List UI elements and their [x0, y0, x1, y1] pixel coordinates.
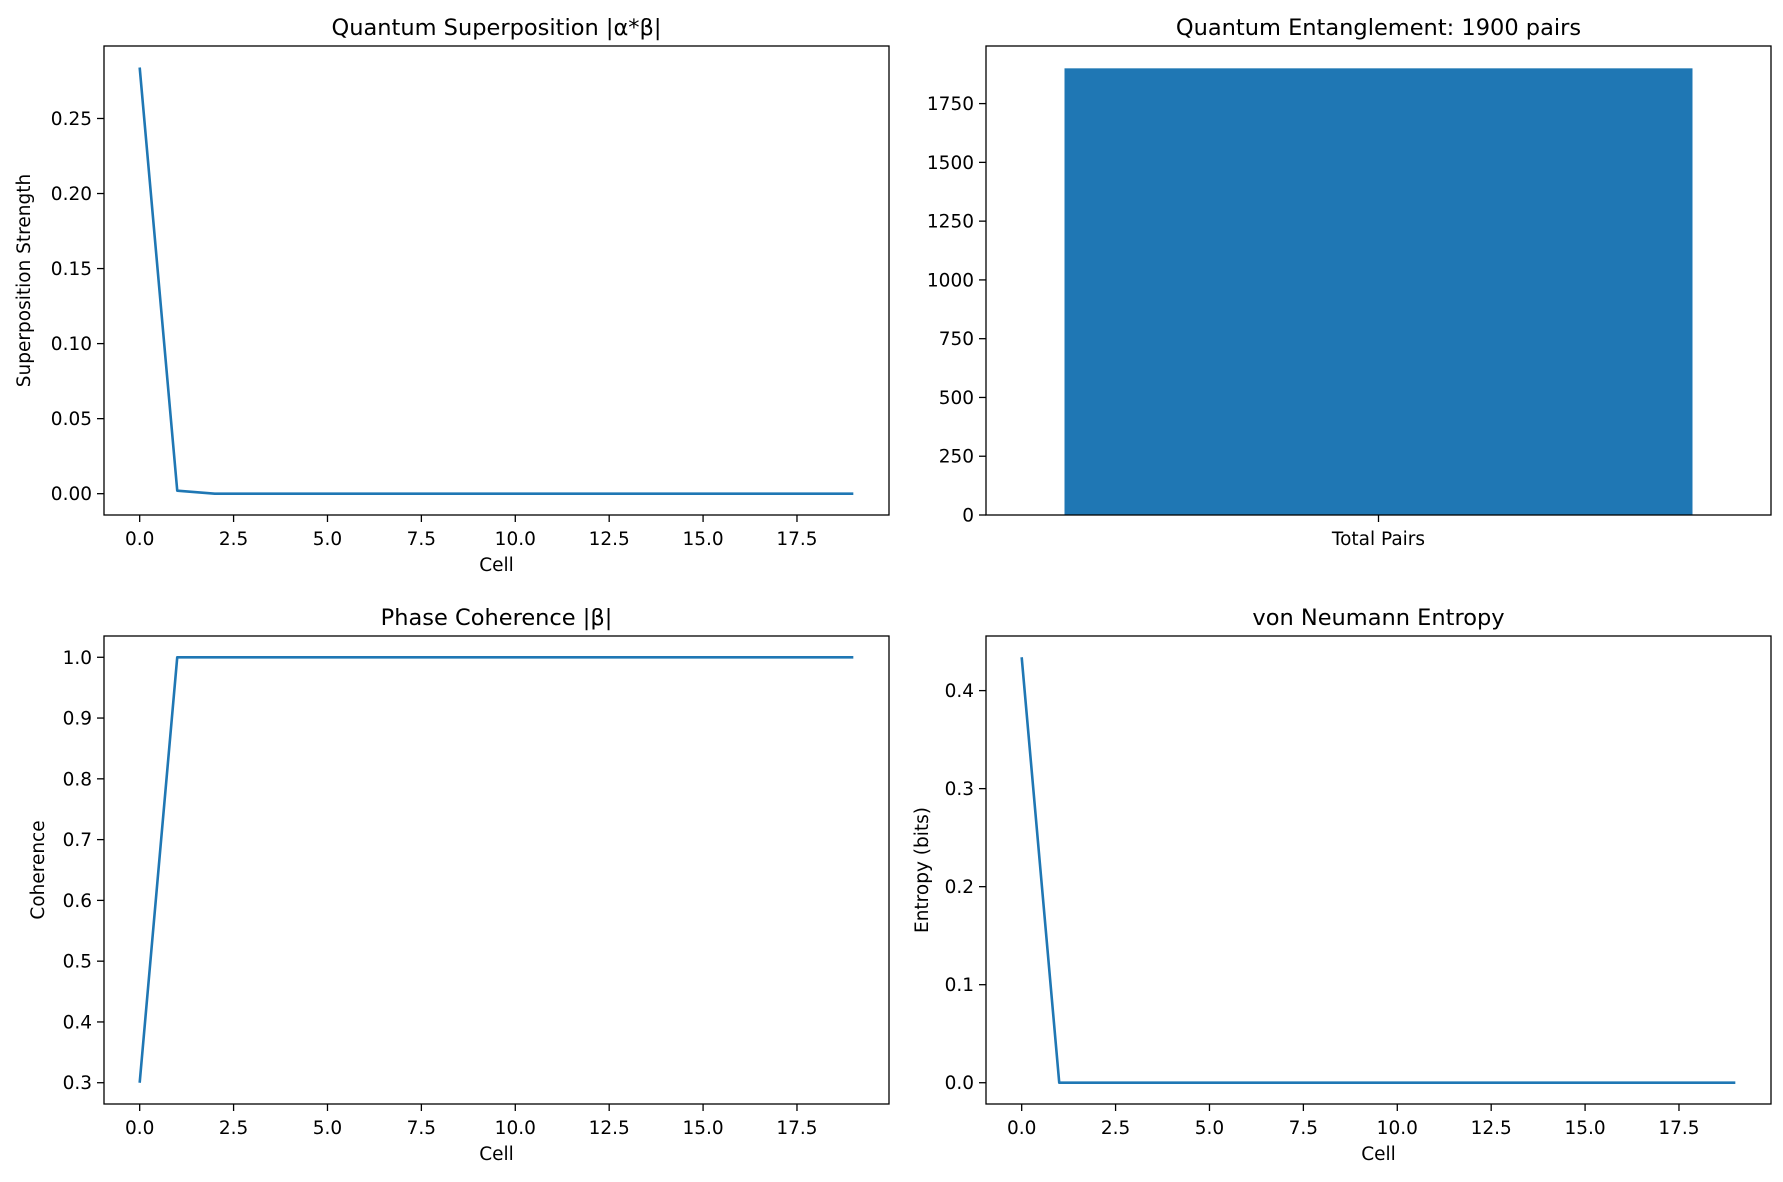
x-tick-label-1-6: 12.5	[589, 529, 630, 550]
y-tick-label-1-4: 0.15	[51, 259, 92, 280]
x-axis-label-4: Cell	[1361, 1144, 1396, 1165]
x-tick-label-3-8: 17.5	[776, 1118, 817, 1139]
y-tick-label-1-1: 0.00	[51, 484, 92, 505]
y-tick-label-3-1: 0.3	[63, 1073, 92, 1094]
y-tick-label-1-2: 0.05	[51, 409, 92, 430]
y-tick-label-1-3: 0.10	[51, 334, 92, 355]
y-tick-label-1-5: 0.20	[51, 184, 92, 205]
y-axis-label-4: Entropy (bits)	[912, 807, 933, 933]
y-tick-label-3-7: 0.9	[63, 709, 92, 730]
axes-frame-1	[103, 45, 890, 516]
x-tick-label-1-4: 7.5	[407, 529, 436, 550]
x-tick-label-1-3: 5.0	[313, 529, 342, 550]
plot-area-4	[986, 636, 1771, 1104]
y-tick-label-4-2: 0.1	[945, 975, 974, 996]
x-tick-label-4-3: 5.0	[1195, 1118, 1224, 1139]
y-tick-label-2-3: 500	[939, 388, 974, 409]
y-tick-label-3-8: 1.0	[63, 648, 92, 669]
y-tick-label-3-3: 0.5	[63, 952, 92, 973]
y-tick-label-2-1: 0	[962, 506, 974, 527]
chart-title-3: Phase Coherence |β|	[381, 605, 613, 631]
x-tick-label-3-6: 12.5	[589, 1118, 630, 1139]
x-axis-label-1: Cell	[479, 555, 514, 576]
x-tick-label-1-5: 10.0	[495, 529, 536, 550]
y-tick-label-4-4: 0.3	[945, 779, 974, 800]
x-tick-label-4-2: 2.5	[1101, 1118, 1130, 1139]
x-tick-label-4-7: 15.0	[1564, 1118, 1605, 1139]
chart-title-4: von Neumann Entropy	[1252, 605, 1504, 631]
x-tick-label-1-7: 15.0	[682, 529, 723, 550]
axes-frame-3	[103, 635, 890, 1105]
y-tick-label-3-4: 0.6	[63, 891, 92, 912]
y-tick-label-4-5: 0.4	[945, 681, 974, 702]
y-axis-label-3: Coherence	[28, 820, 49, 919]
x-tick-label-1-8: 17.5	[776, 529, 817, 550]
x-tick-label-3-3: 5.0	[313, 1118, 342, 1139]
chart-panel-1: 0.0 2.5 5.0 7.5 10.0 12.5 15.0 17.5 0.00 0.05 0.10…	[14, 15, 890, 576]
x-tick-label-4-4: 7.5	[1289, 1118, 1318, 1139]
x-tick-label-3-1: 0.0	[125, 1118, 154, 1139]
series-line-1-1	[138, 67, 854, 495]
x-tick-label-2-1: Total Pairs	[1331, 529, 1425, 550]
x-tick-label-3-5: 10.0	[495, 1118, 536, 1139]
chart-title-1: Quantum Superposition |α*β|	[332, 15, 662, 41]
x-tick-label-3-2: 2.5	[219, 1118, 248, 1139]
x-tick-label-4-8: 17.5	[1658, 1118, 1699, 1139]
x-tick-label-4-1: 0.0	[1007, 1118, 1036, 1139]
y-tick-label-4-3: 0.2	[945, 877, 974, 898]
y-tick-label-2-7: 1500	[927, 153, 974, 174]
x-tick-label-3-7: 15.0	[682, 1118, 723, 1139]
y-tick-label-3-2: 0.4	[63, 1012, 92, 1033]
bar-2-1	[1064, 68, 1693, 515]
y-tick-label-3-6: 0.8	[63, 769, 92, 790]
series-line-4-1	[1020, 657, 1736, 1085]
plot-area-3	[104, 636, 889, 1104]
chart-panel-2: Total Pairs 0 250 500 750 1000 1250 1500 1750 Qua…	[927, 15, 1772, 550]
chart-title-2: Quantum Entanglement: 1900 pairs	[1176, 15, 1581, 41]
x-tick-label-1-1: 0.0	[125, 529, 154, 550]
series-line-3-1	[138, 655, 854, 1083]
x-tick-label-3-4: 7.5	[407, 1118, 436, 1139]
y-tick-label-2-4: 750	[939, 329, 974, 350]
y-tick-label-2-8: 1750	[927, 94, 974, 115]
x-tick-label-4-6: 12.5	[1471, 1118, 1512, 1139]
plot-area-1	[104, 46, 889, 515]
y-tick-label-2-5: 1000	[927, 270, 974, 291]
y-tick-label-2-6: 1250	[927, 212, 974, 233]
axes-frame-4	[985, 635, 1772, 1105]
y-tick-label-3-5: 0.7	[63, 830, 92, 851]
x-axis-label-3: Cell	[479, 1144, 514, 1165]
y-tick-label-2-2: 250	[939, 447, 974, 468]
chart-panel-4: 0.0 2.5 5.0 7.5 10.0 12.5 15.0 17.5 0.0 0.1 0.2 0.3…	[912, 605, 1772, 1165]
y-tick-label-1-6: 0.25	[51, 109, 92, 130]
x-tick-label-4-5: 10.0	[1377, 1118, 1418, 1139]
y-axis-label-1: Superposition Strength	[14, 174, 35, 387]
y-tick-label-4-1: 0.0	[945, 1073, 974, 1094]
chart-panel-3: 0.0 2.5 5.0 7.5 10.0 12.5 15.0 17.5 0.3 0.4 0.5 0.6…	[28, 605, 890, 1165]
x-tick-label-1-2: 2.5	[219, 529, 248, 550]
